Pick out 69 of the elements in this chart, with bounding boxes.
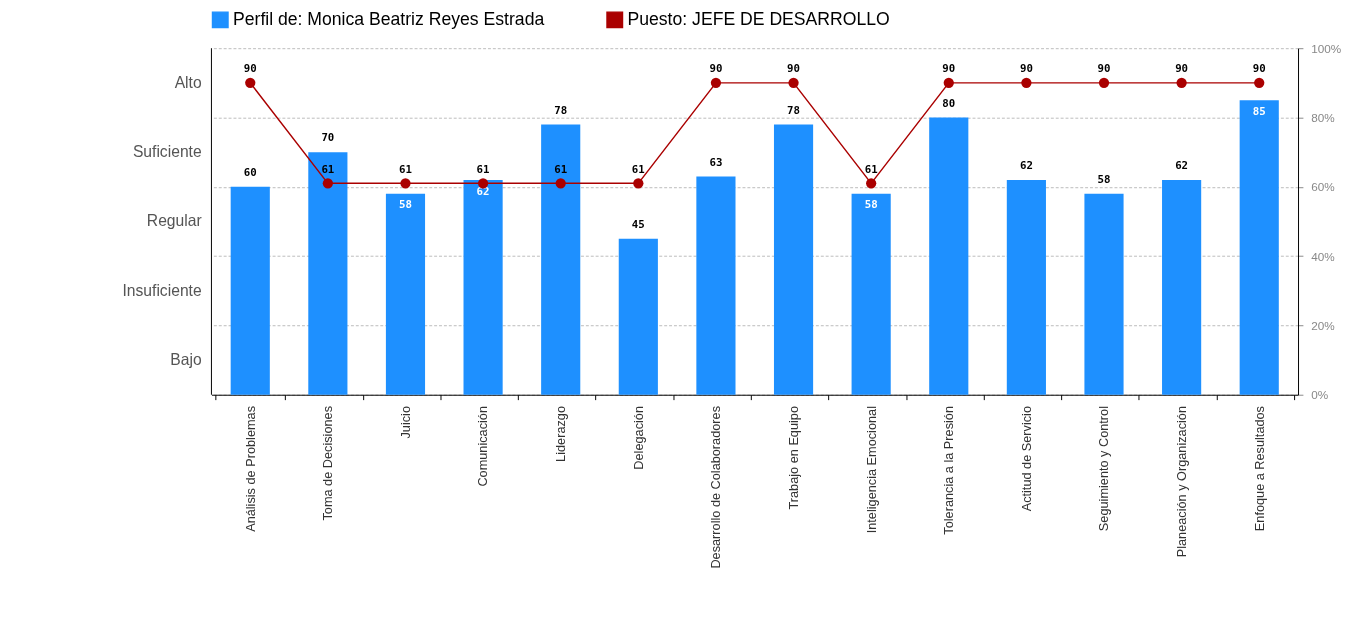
bar	[773, 124, 814, 395]
data-label: 70	[321, 131, 335, 145]
bar	[1162, 179, 1202, 395]
data-label: 58	[399, 198, 412, 212]
data-label: 58	[864, 198, 878, 212]
data-label: 90	[1175, 62, 1189, 76]
data-label: 80	[942, 96, 956, 110]
x-tick-label: Desarrollo de Colaboradores	[708, 406, 724, 569]
bar	[1006, 179, 1046, 395]
data-label: 90	[709, 62, 723, 76]
x-tick-label: Trabajo en Equipo	[785, 406, 801, 510]
data-label: 90	[1019, 62, 1033, 76]
x-tick-label: Liderazgo	[553, 406, 569, 462]
x-tick-label: Seguimiento y Control	[1096, 406, 1112, 532]
data-label: 61	[399, 162, 412, 176]
data-label: 61	[631, 162, 645, 176]
data-label: 61	[476, 162, 490, 176]
x-tick-label: Enfoque a Resultados	[1251, 406, 1267, 532]
bar	[1239, 100, 1279, 395]
data-label: 90	[1252, 62, 1266, 76]
bar	[541, 124, 581, 395]
x-tick-label: Tolerancia a la Presión	[941, 406, 957, 535]
x-tick-label: Comunicación	[475, 406, 491, 487]
data-label: 61	[554, 162, 568, 176]
data-label: 63	[709, 155, 723, 169]
data-label: 90	[942, 62, 956, 76]
x-tick-label: Planeación y Organización	[1174, 406, 1190, 558]
data-label: 85	[1252, 104, 1266, 118]
data-label: 62	[1019, 159, 1033, 173]
bar	[1084, 193, 1124, 395]
bar	[618, 238, 658, 395]
text: Regular	[146, 212, 202, 230]
y-tick-label: 60%	[1311, 180, 1336, 194]
data-label: 61	[321, 162, 335, 176]
data-label: 90	[1097, 62, 1111, 76]
bar	[696, 176, 736, 395]
data-label: 90	[243, 62, 257, 76]
legend-label: Puesto: JEFE DE DESARROLLO	[627, 8, 890, 29]
text: Bajo	[170, 350, 202, 368]
data-label: 58	[1097, 172, 1111, 186]
bar	[463, 179, 503, 395]
data-label: 90	[787, 62, 801, 76]
x-tick-label: Toma de Decisiones	[320, 406, 336, 521]
bar	[929, 117, 969, 395]
data-label: 62	[1175, 159, 1189, 173]
x-tick-label: Inteligencia Emocional	[863, 406, 879, 534]
text: Suficiente	[132, 143, 202, 161]
data-label: 45	[631, 218, 645, 232]
data-label: 62	[476, 184, 490, 198]
data-label: 78	[787, 103, 801, 117]
bar	[851, 193, 891, 395]
text: Alto	[174, 73, 202, 91]
y-tick-label: 20%	[1311, 318, 1336, 332]
bar	[385, 193, 426, 395]
text: Insuficiente	[122, 281, 202, 299]
data-label: 60	[243, 166, 257, 180]
data-label: 78	[554, 103, 568, 117]
y-tick-label: 100%	[1311, 41, 1342, 55]
y-tick-label: 40%	[1311, 249, 1336, 263]
x-tick-label: Análisis de Problemas	[242, 406, 258, 532]
y-tick-label: 80%	[1311, 110, 1336, 124]
bar	[230, 186, 270, 395]
x-tick-label: Delegación	[630, 406, 646, 470]
data-label: 61	[864, 162, 878, 176]
x-tick-label: Juicio	[397, 406, 413, 439]
x-tick-label: Actitud de Servicio	[1018, 406, 1034, 512]
y-tick-label: 0%	[1311, 388, 1329, 402]
bar	[308, 152, 348, 395]
legend-label: Perfil de: Monica Beatriz Reyes Estrada	[232, 8, 545, 29]
